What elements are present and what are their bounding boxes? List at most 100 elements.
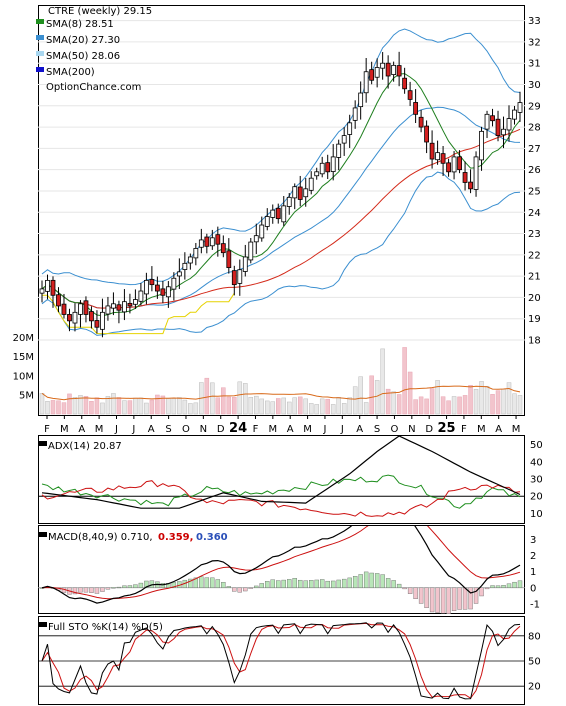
candle-up [100, 311, 105, 330]
price-tick-label: 29 [528, 101, 541, 112]
legend-sma8: SMA(8) 28.51 [46, 19, 114, 30]
macd-signal-value: 0.359, [158, 532, 193, 543]
candle-up [138, 290, 144, 302]
candle-down [160, 288, 166, 296]
candle-up [380, 62, 386, 69]
volume-bar [374, 380, 380, 415]
candle-up [352, 107, 358, 121]
volume-bar [286, 401, 292, 415]
volume-bar [72, 397, 78, 415]
watermark: OptionChance.com [46, 82, 141, 93]
macd-histogram-bar [133, 584, 138, 588]
candle-down [50, 279, 56, 296]
adx-panel-frame [38, 435, 525, 524]
adx-legend: ADX(14) 20.87 [39, 441, 122, 452]
legend-sma20: SMA(20) 27.30 [46, 35, 120, 46]
price-tick-label: 30 [528, 80, 541, 91]
volume-tick-label: 5M [19, 390, 34, 401]
x-tick-label: J [322, 424, 326, 435]
volume-bar [204, 377, 210, 415]
candle-up [308, 177, 314, 191]
volume-bar [166, 398, 171, 415]
macd-histogram-bar [341, 578, 347, 588]
grid-lines [38, 20, 525, 341]
volume-bar [336, 397, 341, 415]
volume-bar [61, 402, 67, 415]
price-tick-label: 28 [528, 123, 541, 134]
volume-bar [127, 400, 133, 415]
volume-bar [462, 395, 468, 415]
macd-histogram-bar [127, 585, 133, 588]
volume-bar [265, 400, 270, 415]
macd-histogram-bar [111, 587, 116, 589]
volume-bar [517, 395, 523, 415]
adx-tick-label: 40 [530, 457, 543, 468]
candle-up [292, 186, 298, 199]
candle-up [143, 279, 149, 295]
volume-bar [319, 398, 325, 415]
volume-bar [484, 385, 490, 415]
x-tick-label: F [461, 424, 467, 435]
candle-up [330, 156, 336, 172]
volume-bar [385, 388, 391, 415]
macd-histogram-bar [237, 587, 242, 593]
x-tick-label: F [253, 424, 259, 435]
candle-down [429, 142, 435, 160]
macd-line [41, 526, 521, 604]
macd-histogram-bar [402, 587, 407, 590]
candle-down [83, 300, 89, 315]
macd-histogram-bar [72, 587, 78, 595]
candle-up [473, 156, 479, 190]
macd-lines [38, 526, 525, 614]
sto-panel-frame [38, 616, 525, 705]
price-tick-label: 32 [528, 37, 541, 48]
volume-bar [501, 388, 506, 415]
macd-histogram-bar [122, 585, 127, 588]
x-tick-label: D [425, 424, 433, 435]
x-tick-label: J [340, 424, 344, 435]
volume-bar [78, 395, 83, 415]
macd-histogram-bar [320, 579, 325, 588]
candle-up [363, 71, 369, 94]
x-tick-label: A [78, 424, 85, 435]
macd-histogram-bar [303, 580, 308, 588]
volume-bar [308, 403, 314, 415]
candle-up [198, 239, 204, 248]
macd-histogram-bar [506, 583, 512, 588]
volume-bar [215, 397, 221, 415]
candle-down [402, 77, 408, 90]
volume-bar [446, 400, 451, 415]
volume-bar [506, 382, 512, 415]
sma50-line [42, 292, 235, 335]
macd-histogram-bar [83, 587, 89, 593]
macd-histogram-bar [309, 580, 314, 588]
volume-bar [254, 395, 259, 415]
macd-histogram-bar [287, 579, 292, 588]
candle-down [67, 314, 72, 322]
x-tick-label: M [477, 424, 486, 435]
macd-histogram-bar [226, 586, 232, 588]
sto-title: Full STO %K(14) %D(5) [48, 622, 163, 633]
volume-bar [314, 404, 319, 415]
macd-histogram-bar [413, 587, 418, 600]
candle-down [490, 115, 495, 122]
volume-bar [237, 381, 243, 415]
candle-up [105, 305, 111, 315]
volume-bar [155, 394, 160, 415]
adx-swatch [39, 441, 47, 446]
macd-histogram-bar [265, 581, 270, 588]
candle-up [314, 171, 320, 177]
candle-down [154, 284, 160, 292]
macd-histogram-bar [232, 587, 237, 592]
volume-bar [303, 398, 308, 415]
macd-histogram-bar [276, 580, 281, 588]
macd-histogram-bar [281, 579, 286, 588]
volume-bar [347, 397, 352, 415]
x-tick-label: N [200, 424, 207, 435]
macd-legend: MACD(8,40,9) 0.710, 0.359, 0.360 [39, 532, 228, 543]
volume-bar [380, 348, 385, 415]
volume-bar [116, 397, 122, 415]
volume-bar [479, 381, 484, 415]
moving-average-lines [41, 28, 521, 336]
